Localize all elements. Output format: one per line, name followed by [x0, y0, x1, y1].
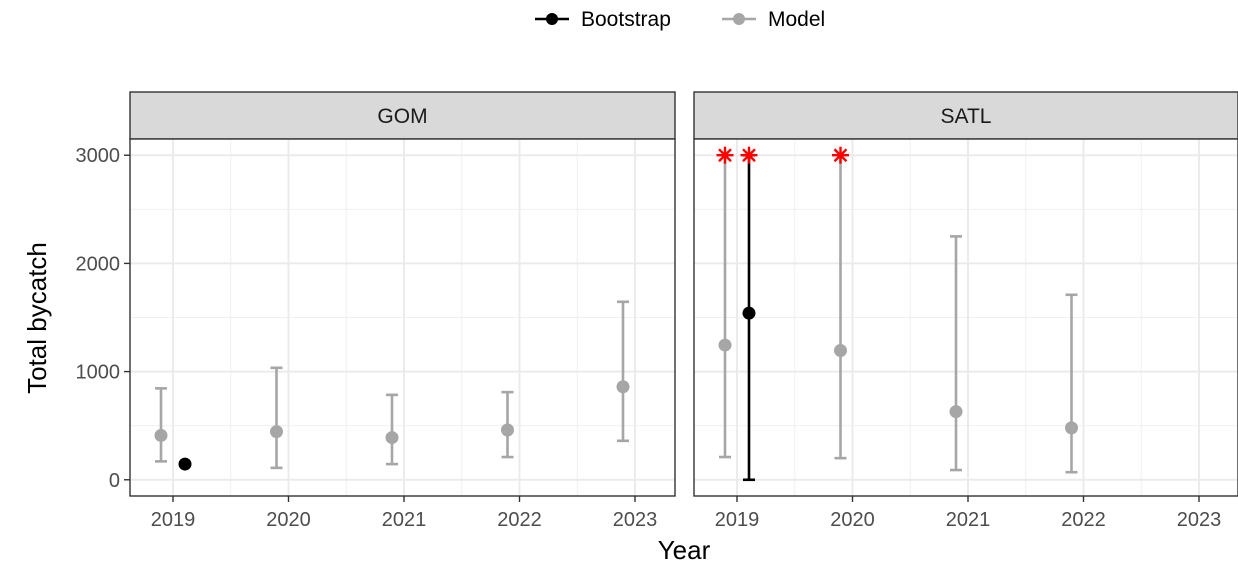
data-point-model-2022: [501, 390, 514, 459]
y-tick-label: 0: [109, 470, 120, 492]
x-tick-label: 2021: [382, 509, 427, 531]
panel-gom: GOM 2019 2020 2021 2022 2023 0 1000 2000 3000: [76, 91, 676, 531]
x-axis: 2019 2020 2021 2022 2023: [715, 496, 1222, 531]
point-estimate: [1065, 421, 1078, 435]
point-estimate: [949, 405, 963, 419]
data-point-model-2019: [154, 387, 168, 463]
y-axis: 0 1000 2000 3000: [76, 145, 130, 492]
facet-strip-label: SATL: [941, 105, 992, 128]
truncation-asterisk: [740, 146, 758, 164]
point-estimate: [154, 428, 168, 442]
x-tick-label: 2020: [266, 509, 311, 531]
panel-satl: SATL 2019 2020 2021 2022 2023: [693, 91, 1238, 531]
legend-item-model: Model: [722, 8, 825, 31]
data-point-model-2020: [270, 366, 283, 470]
facet-strip: [693, 91, 1238, 140]
point-estimate: [616, 380, 630, 394]
x-tick-label: 2023: [1177, 509, 1222, 531]
data-point-model-2019: [716, 146, 734, 459]
y-tick-label: 2000: [76, 253, 121, 275]
x-tick-label: 2020: [830, 509, 875, 531]
legend-key-point: [546, 13, 558, 25]
legend: Bootstrap Model: [535, 8, 825, 31]
data-point-bootstrap-2019: [178, 457, 192, 471]
truncation-asterisk: [716, 146, 734, 164]
panel-border: [129, 138, 676, 497]
point-estimate: [385, 431, 399, 445]
gridlines: [694, 139, 1238, 496]
asterisk-stroke: [742, 148, 756, 163]
data-point-model-2021: [949, 235, 963, 472]
x-tick-label: 2022: [497, 509, 542, 531]
y-tick-label: 3000: [76, 145, 121, 167]
point-estimate: [718, 338, 732, 352]
x-axis: 2019 2020 2021 2022 2023: [151, 496, 658, 531]
point-estimate: [742, 306, 756, 320]
x-tick-label: 2019: [151, 509, 196, 531]
x-tick-label: 2023: [613, 509, 658, 531]
facet-panels: GOM 2019 2020 2021 2022 2023 0 1000 2000 3000 SATL…: [76, 91, 1238, 531]
axis-titles: Year Total bycatch: [22, 242, 711, 565]
data-point-model-2020: [832, 146, 849, 460]
series-bootstrap: [740, 146, 758, 482]
gridlines: [130, 139, 675, 496]
facet-strip-label: GOM: [377, 105, 427, 128]
y-axis-title: Total bycatch: [22, 242, 52, 394]
x-tick-label: 2022: [1061, 509, 1106, 531]
series-bootstrap: [178, 457, 192, 471]
data-point-bootstrap-2019: [740, 146, 758, 482]
legend-label: Bootstrap: [581, 8, 671, 31]
data-point-model-2023: [616, 300, 630, 443]
legend-label: Model: [768, 8, 825, 31]
truncation-asterisk: [832, 146, 849, 164]
series-model: [716, 146, 1078, 474]
legend-item-bootstrap: Bootstrap: [535, 8, 671, 31]
point-estimate: [270, 425, 283, 439]
point-estimate: [834, 343, 847, 357]
data-point-model-2022: [1065, 293, 1078, 474]
asterisk-stroke: [718, 148, 732, 163]
panel-border: [693, 138, 1238, 497]
point-estimate: [501, 423, 514, 437]
y-tick-label: 1000: [76, 362, 121, 384]
x-tick-label: 2021: [946, 509, 991, 531]
data-point-model-2021: [385, 393, 399, 466]
asterisk-stroke: [833, 148, 848, 163]
facet-strip: [129, 91, 676, 140]
x-tick-label: 2019: [715, 509, 760, 531]
x-axis-title: Year: [658, 535, 711, 565]
legend-key-point: [733, 13, 745, 25]
point-estimate: [178, 457, 192, 471]
series-model: [154, 300, 630, 470]
